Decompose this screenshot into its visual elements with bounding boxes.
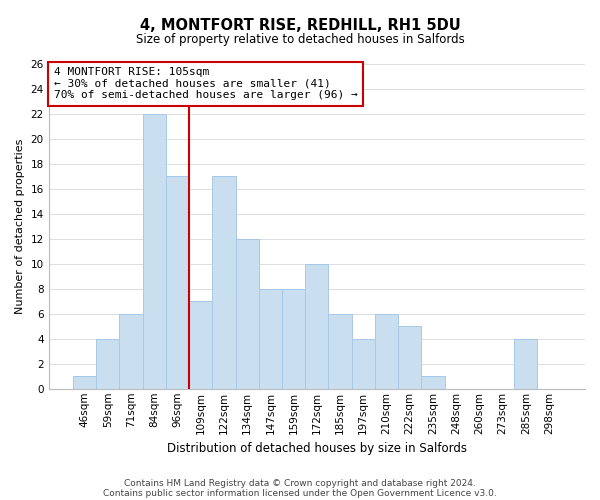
- Bar: [189, 302, 212, 389]
- Bar: [119, 314, 143, 389]
- Text: 4, MONTFORT RISE, REDHILL, RH1 5DU: 4, MONTFORT RISE, REDHILL, RH1 5DU: [140, 18, 460, 32]
- Bar: [398, 326, 421, 389]
- Bar: [166, 176, 189, 389]
- Bar: [73, 376, 96, 389]
- Bar: [514, 339, 538, 389]
- Bar: [282, 289, 305, 389]
- Text: 4 MONTFORT RISE: 105sqm
← 30% of detached houses are smaller (41)
70% of semi-de: 4 MONTFORT RISE: 105sqm ← 30% of detache…: [54, 67, 358, 100]
- Bar: [259, 289, 282, 389]
- Bar: [212, 176, 236, 389]
- Bar: [236, 239, 259, 389]
- Bar: [143, 114, 166, 389]
- Bar: [421, 376, 445, 389]
- Bar: [375, 314, 398, 389]
- Bar: [352, 339, 375, 389]
- X-axis label: Distribution of detached houses by size in Salfords: Distribution of detached houses by size …: [167, 442, 467, 455]
- Text: Contains public sector information licensed under the Open Government Licence v3: Contains public sector information licen…: [103, 488, 497, 498]
- Text: Size of property relative to detached houses in Salfords: Size of property relative to detached ho…: [136, 32, 464, 46]
- Bar: [328, 314, 352, 389]
- Text: Contains HM Land Registry data © Crown copyright and database right 2024.: Contains HM Land Registry data © Crown c…: [124, 478, 476, 488]
- Bar: [305, 264, 328, 389]
- Y-axis label: Number of detached properties: Number of detached properties: [15, 138, 25, 314]
- Bar: [96, 339, 119, 389]
